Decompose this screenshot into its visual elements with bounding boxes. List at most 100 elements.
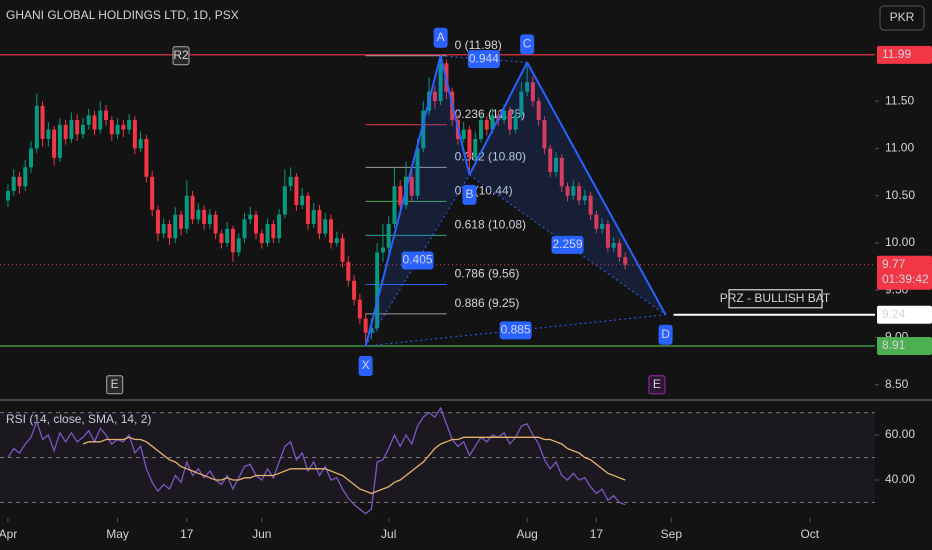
- candle-body: [329, 219, 334, 243]
- candle-body: [294, 176, 299, 206]
- candle-body: [611, 242, 616, 248]
- candle-body: [127, 120, 132, 130]
- candle-body: [196, 209, 201, 220]
- pattern-point-box: [520, 34, 535, 55]
- prz-box: [728, 289, 823, 309]
- candle-body: [34, 105, 39, 149]
- rsi-title: RSI (14, close, SMA, 14, 2): [6, 412, 151, 426]
- candle-body: [340, 238, 345, 262]
- last-price-tag: [877, 255, 932, 290]
- x-tick-label: Apr: [0, 527, 17, 541]
- ratio-label: 0.944: [469, 51, 499, 65]
- candle-body: [594, 214, 599, 229]
- price-tag-label: 11.99: [882, 47, 911, 61]
- candle-body: [323, 219, 328, 234]
- candle-body: [138, 138, 143, 149]
- ratio-box: [499, 321, 532, 340]
- candle-body: [473, 138, 478, 158]
- candle-body: [5, 190, 10, 201]
- candle-body: [577, 186, 582, 201]
- candle-body: [225, 228, 230, 243]
- candle-body: [380, 247, 385, 253]
- price-tag: [877, 337, 932, 356]
- candle-body: [559, 157, 564, 187]
- candle-body: [46, 129, 51, 139]
- fib-label: 0.786 (9.56): [455, 267, 520, 281]
- candle-body: [530, 82, 535, 102]
- ratio-label: 0.885: [501, 323, 531, 337]
- price-tag: [877, 45, 932, 64]
- candle-body: [507, 110, 512, 130]
- candle-body: [75, 120, 80, 135]
- pattern-leg: [468, 61, 529, 176]
- last-price-label: 9.77: [882, 257, 906, 271]
- candle-body: [57, 124, 62, 158]
- candle-body: [300, 195, 305, 206]
- candle-body: [352, 280, 357, 300]
- currency-box[interactable]: [879, 5, 925, 31]
- candle-body: [207, 214, 212, 225]
- candle-body: [553, 157, 558, 173]
- x-tick-label: Jun: [252, 527, 271, 541]
- marker-box: [106, 375, 124, 395]
- pattern-point-box: [462, 184, 477, 205]
- candle-body: [415, 148, 420, 196]
- rsi-line: [82, 436, 626, 495]
- candle-body: [271, 224, 276, 239]
- candle-body: [525, 82, 530, 92]
- candle-body: [542, 120, 547, 149]
- marker-label: R2: [173, 48, 189, 62]
- candle-body: [605, 224, 610, 248]
- pattern-point-box: [658, 324, 673, 345]
- candle-body: [167, 224, 172, 239]
- x-tick-label: Jul: [381, 527, 396, 541]
- marker-label: E: [111, 377, 119, 391]
- pattern-point-label: D: [661, 327, 670, 341]
- marker-box: [648, 375, 666, 395]
- candle-body: [588, 195, 593, 215]
- pattern-fill: [469, 62, 666, 315]
- candle-body: [317, 209, 322, 234]
- pattern-leg: [439, 55, 471, 176]
- candle-body: [202, 209, 207, 225]
- candle-body: [52, 129, 57, 158]
- candle-body: [109, 120, 114, 135]
- candle-body: [161, 224, 166, 234]
- ratio-box: [467, 50, 500, 69]
- candle-body: [536, 101, 541, 121]
- candle-body: [259, 233, 264, 243]
- candle-body: [461, 129, 466, 139]
- price-tag-label: 9.24: [882, 307, 906, 321]
- candle-body: [150, 176, 155, 210]
- candle-body: [98, 110, 103, 130]
- pattern-point-label: C: [523, 37, 532, 51]
- candle-body: [86, 115, 91, 125]
- candle-body: [115, 124, 120, 135]
- candle-body: [565, 186, 570, 196]
- candle-body: [121, 124, 126, 130]
- candle-body: [617, 242, 622, 258]
- pattern-point-label: A: [437, 30, 445, 44]
- candle-body: [484, 120, 489, 130]
- x-tick-label: Sep: [661, 527, 683, 541]
- candle-body: [277, 214, 282, 239]
- candle-body: [288, 176, 293, 187]
- currency[interactable]: PKR: [890, 10, 915, 24]
- candle-body: [363, 318, 368, 333]
- pattern-leg: [364, 55, 442, 347]
- candle-body: [334, 238, 339, 243]
- candle-body: [421, 110, 426, 149]
- candle-body: [92, 115, 97, 130]
- y-tick-label: 11.00: [885, 141, 914, 155]
- candle-body: [11, 176, 16, 191]
- candle-body: [392, 186, 397, 225]
- candle-body: [184, 195, 189, 229]
- candle-body: [502, 110, 507, 121]
- x-tick-label: Oct: [800, 527, 819, 541]
- x-tick-label: 17: [590, 527, 604, 541]
- candle-body: [600, 224, 605, 229]
- candle-body: [265, 224, 270, 243]
- x-tick-label: 17: [180, 527, 194, 541]
- fib-label: 0.236 (11.25): [455, 107, 526, 121]
